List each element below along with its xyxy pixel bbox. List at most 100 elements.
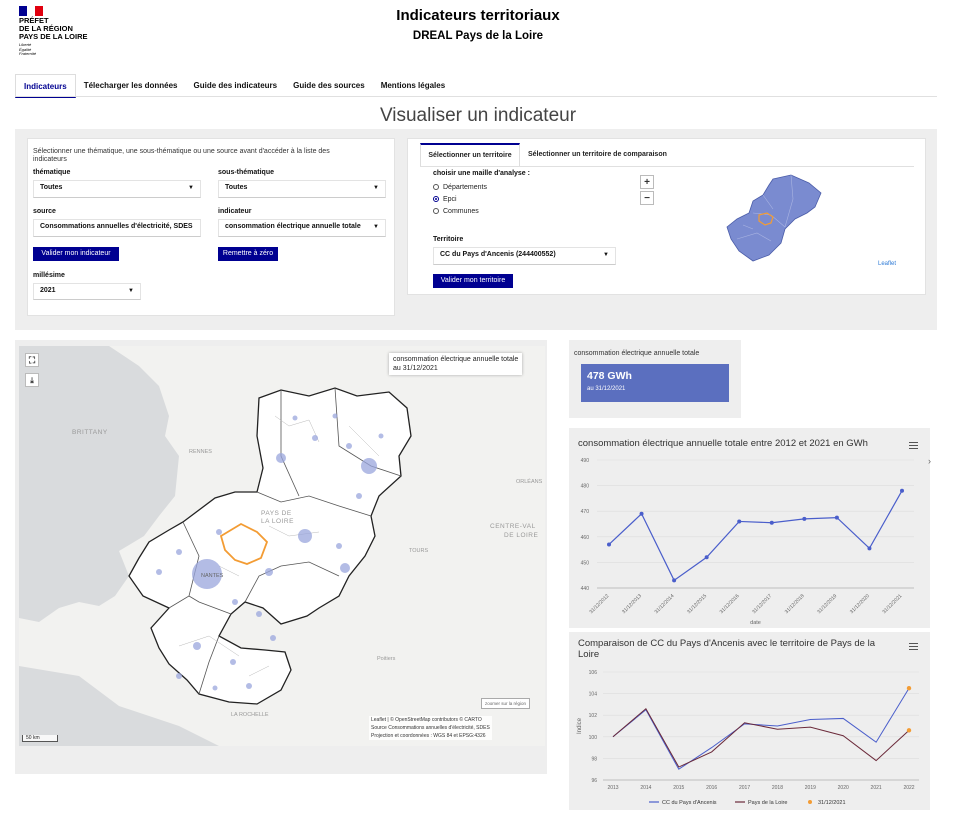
section-title: Visualiser un indicateur [379,105,577,126]
leaflet-link[interactable]: Leaflet [878,261,897,267]
radio-communes[interactable]: Communes [433,205,487,217]
tab-guide-indicateurs[interactable]: Guide des indicateurs [193,81,278,90]
millesime-select[interactable]: 2021 ▼ [33,283,141,300]
prefet-logo: PRÉFET DE LA RÉGION PAYS DE LA LOIRE [19,17,88,41]
tab-indicateurs[interactable]: Indicateurs [15,74,76,98]
territoire-select[interactable]: CC du Pays d'Ancenis (244400552) ▼ [433,247,616,265]
radio-dot[interactable] [433,196,439,202]
chart2-ytick-label: 104 [589,692,598,698]
map-label-brittany: BRITTANY [72,429,108,436]
value-card-value: 478 GWh [587,370,632,382]
maille-radio-group: Départements Epci Communes [433,181,487,217]
value-card-title: consommation électrique annuelle totale [574,350,700,357]
tab-select-comparison[interactable]: Sélectionner un territoire de comparaiso… [528,151,667,158]
value-card-date: au 31/12/2021 [587,386,626,392]
chart2-ytick-label: 98 [591,756,597,762]
source-select[interactable]: Consommations annuelles d'électricité, S… [33,219,201,237]
chart2-series-line [612,687,910,770]
chart1-xlabel: date [750,620,761,626]
motto-line: Égalité [19,46,32,52]
tabs-divider [15,96,937,97]
map-attribution: Leaflet | © OpenStreetMap contributors ©… [369,716,492,740]
map-label-larochelle: LA ROCHELLE [231,712,269,718]
tab-mentions-legales[interactable]: Mentions légales [380,81,446,90]
chart1-ytick-label: 450 [581,560,590,566]
radio-label: Epci [443,195,457,203]
thematique-label: thématique [33,169,71,176]
chart2-ytick-label: 106 [589,670,598,676]
chart2-xtick-label: 2022 [903,785,914,791]
motto-line: Liberté [19,42,32,47]
main-map-canvas[interactable] [19,346,545,746]
chart2-xtick-label: 2021 [871,785,882,791]
map-legend: consommation électrique annuelle totale … [389,353,523,375]
mini-map-zoom-out[interactable]: − [640,191,654,205]
chart2-ytick-label: 100 [589,735,598,741]
chart1-point [704,555,709,560]
valider-indicateur-button[interactable]: Valider mon indicateur [33,247,119,261]
chart2-xtick-label: 2016 [706,785,717,791]
bubbles [156,413,384,691]
chart2-title: Comparaison de CC du Pays d'Ancenis avec… [578,638,875,660]
chart1-point [737,519,742,524]
territory-selector-card: Sélectionner un territoire Sélectionner … [407,138,926,295]
radio-dot[interactable] [433,184,439,190]
chart1-xtick-label: 31/12/2013 [621,593,643,615]
millesime-value: 2021 [40,287,56,294]
chart1-xtick-label: 31/12/2016 [719,593,741,615]
chart2-ytick-label: 102 [589,713,598,719]
tab-telecharger[interactable]: Télecharger les données [83,81,178,90]
millesime-label: millésime [33,272,65,279]
chevron-down-icon: ▼ [128,288,134,294]
chart2-legend-label: CC du Pays d'Ancenis [662,800,717,806]
chart1-point [639,511,644,516]
maille-label: choisir une maille d'analyse : [433,170,530,177]
chart1-ytick-label: 480 [581,484,590,490]
indicateur-select[interactable]: consommation électrique annuelle totale ▼ [218,219,386,237]
app-title: Indicateurs territoriaux [396,7,560,24]
chevron-right-icon[interactable]: › [928,456,931,466]
fullscreen-icon[interactable]: ⛶ [25,353,39,367]
zoom-region-button[interactable]: zoomer sur la région [481,698,531,709]
radio-dot[interactable] [433,208,439,214]
chart2-legend-swatch [808,800,812,804]
logo-motto: Liberté Égalité Fraternité [19,42,37,57]
chart1-point [672,578,677,583]
radio-epci[interactable]: Epci [433,193,487,205]
chart1-panel [569,428,930,628]
reset-button[interactable]: Remettre à zéro [218,247,278,261]
chart2: 96 98 100 102 104 106 Indice 2013 2014 2015 2016 20… [577,670,919,806]
chart1-point [607,542,611,547]
sous-thematique-value: Toutes [225,184,248,191]
tab-select-territory[interactable]: Sélectionner un territoire [420,143,520,167]
radio-label: Départements [443,183,487,191]
mini-map-zoom-in[interactable]: + [640,175,654,189]
mini-region-map[interactable] [723,169,833,269]
thematique-select[interactable]: Toutes ▼ [33,180,201,198]
map-label-poitiers: Poitiers [377,656,396,662]
chart2-panel [569,632,930,810]
main-map[interactable]: BRITTANY RENNES ORLÉANS CENTRE-VAL DE LO… [19,346,545,746]
sous-thematique-select[interactable]: Toutes ▼ [218,180,386,198]
chart1: 440 450 460 470 480 490 31/12/2012 31/12/2013 31… [581,458,914,626]
chart1-ytick-label: 490 [581,458,590,464]
chart1-point [834,515,839,520]
sous-thematique-label: sous-thématique [218,169,275,176]
legend-title: consommation électrique annuelle totale [393,356,519,363]
motto-line: Fraternité [19,51,37,56]
chart2-legend-label: 31/12/2021 [818,800,846,806]
download-icon[interactable]: ⤓ [25,373,39,387]
attribution-line: Leaflet | © OpenStreetMap contributors ©… [371,717,482,723]
selected-territory-outline[interactable] [219,522,269,565]
sea-area [19,346,179,622]
valider-territoire-button[interactable]: Valider mon territoire [433,274,513,288]
chart2-menu-icon[interactable] [909,643,918,650]
radio-departements[interactable]: Départements [433,181,487,193]
chart1-menu-icon[interactable] [909,442,918,449]
chart1-xtick-label: 31/12/2019 [816,593,838,615]
chart1-xtick-label: 31/12/2020 [849,593,871,615]
selector-intro: Sélectionner une thématique, une sous-th… [33,148,330,163]
chart2-highlight-point [906,728,912,733]
tab-guide-sources[interactable]: Guide des sources [293,81,365,90]
chart2-series-line [612,707,910,768]
